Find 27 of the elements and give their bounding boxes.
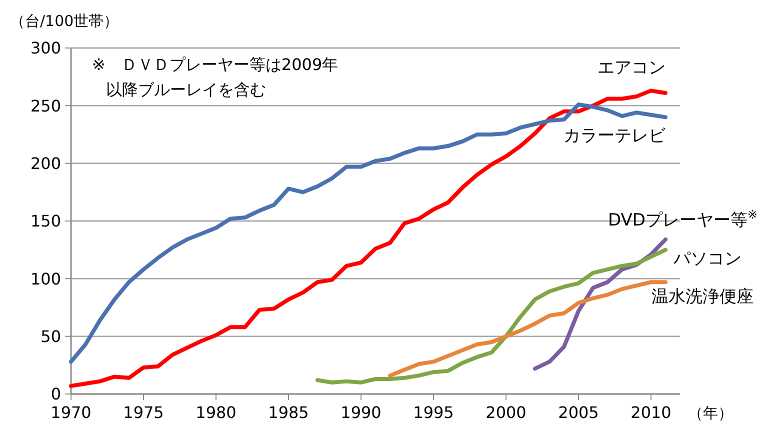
x-tick-label: 1975 bbox=[123, 403, 164, 422]
y-tick-label: 100 bbox=[30, 269, 61, 288]
y-tick-label: 50 bbox=[40, 326, 61, 346]
series-label: DVDプレーヤー等$^{※}$ bbox=[608, 207, 758, 230]
annotation: ※ ＤＶＤプレーヤー等は2009年 bbox=[92, 55, 338, 74]
series-label: エアコン bbox=[598, 58, 666, 78]
x-tick-label: 1970 bbox=[50, 403, 92, 422]
y-tick-label: 200 bbox=[30, 154, 61, 173]
y-tick-label: 300 bbox=[30, 38, 61, 58]
x-tick-label: 1995 bbox=[413, 403, 454, 422]
y-tick-label: 250 bbox=[30, 96, 61, 116]
series-label: 温水洗浄便座 bbox=[652, 287, 754, 308]
y-tick-label: 150 bbox=[30, 212, 61, 231]
y-tick-label: 0 bbox=[50, 384, 61, 404]
x-tick-label: 1990 bbox=[340, 403, 382, 422]
series-label: カラーテレビ bbox=[564, 126, 666, 146]
x-tick-label: 1985 bbox=[268, 403, 309, 422]
x-tick-label: 2005 bbox=[558, 403, 599, 422]
x-tick-label: 2010 bbox=[630, 403, 672, 422]
x-axis-title: （年） bbox=[688, 404, 733, 422]
series-label: パソコン bbox=[672, 248, 742, 269]
line-series bbox=[316, 248, 668, 384]
annotation: 以降ブルーレイを含む bbox=[106, 80, 266, 99]
x-tick-label: 2000 bbox=[486, 403, 526, 422]
x-tick-label: 1980 bbox=[196, 403, 236, 422]
line-series bbox=[388, 280, 668, 378]
y-axis-title: （台/100世帯） bbox=[10, 12, 119, 30]
